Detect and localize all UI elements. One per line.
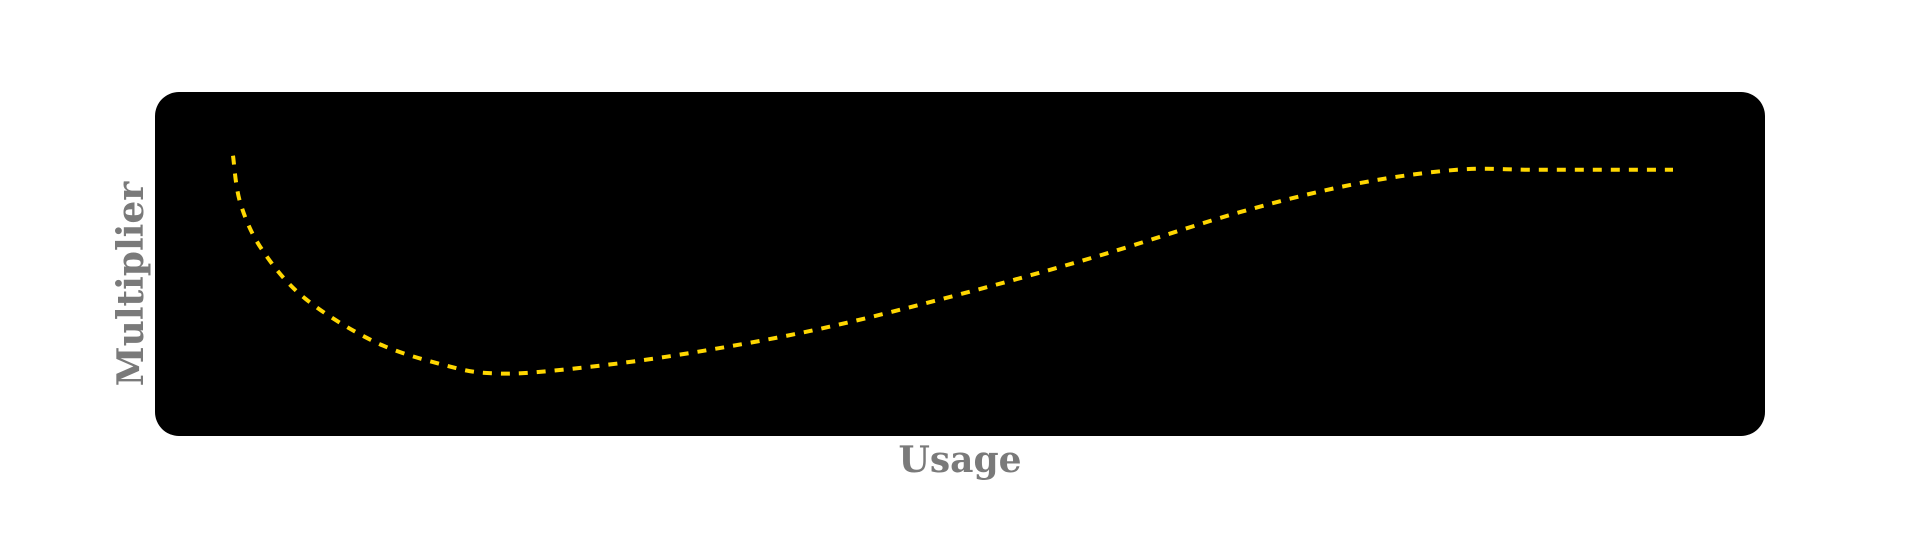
plot-area [155,92,1765,436]
x-axis-label: Usage [898,439,1021,481]
series-line-0 [231,155,1673,376]
y-axis-label: Multiplier [110,181,152,386]
series-layer [231,155,1673,376]
